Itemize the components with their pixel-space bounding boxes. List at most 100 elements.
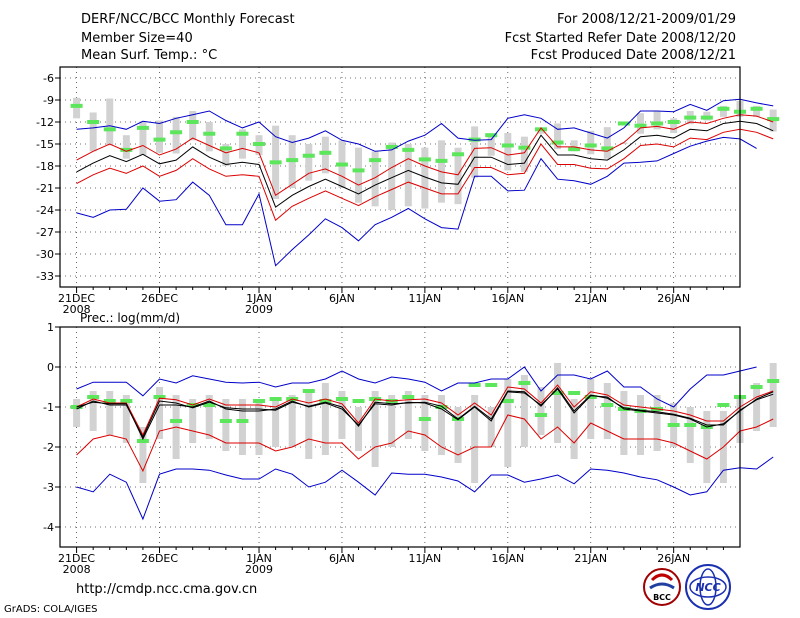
median-marker (170, 130, 183, 135)
ensemble-box (437, 395, 445, 455)
chart-title: DERF/NCC/BCC Monthly Forecast (81, 12, 295, 27)
median-marker (551, 391, 564, 395)
y-tick-label: -21 (36, 182, 54, 195)
median-marker (750, 106, 763, 111)
plot-frame (59, 66, 741, 288)
ensemble-box (520, 375, 528, 447)
median-marker (468, 137, 481, 142)
ensemble-box (89, 391, 97, 431)
ensemble-box (587, 130, 595, 155)
series-ensemble_max (76, 98, 774, 152)
bcc-logo: BCC (643, 568, 681, 606)
median-marker (717, 403, 730, 407)
ensemble-box (172, 116, 180, 154)
y-tick-label: -4 (43, 521, 54, 534)
median-marker (534, 413, 547, 417)
plot-frame (59, 326, 741, 548)
median-marker (617, 121, 630, 126)
y-tick-label: -24 (36, 204, 54, 217)
ensemble-box (222, 144, 230, 166)
variable-label: Mean Surf. Temp.: °C (81, 48, 218, 63)
grads-credit: GrADS: COLA/IGES (4, 604, 98, 615)
ensemble-box (189, 399, 197, 443)
ensemble-box (686, 407, 694, 463)
ensemble-box (255, 399, 263, 455)
median-marker (601, 146, 614, 151)
series-mean (76, 120, 774, 208)
median-marker (103, 399, 116, 403)
ensemble-box (703, 411, 711, 483)
median-marker (667, 423, 680, 427)
x-tick-label: 11JAN (408, 292, 441, 305)
ensemble-box (371, 391, 379, 467)
ensemble-box (189, 111, 197, 141)
y-tick-label: -9 (43, 94, 54, 107)
ensemble-box (554, 123, 562, 150)
median-marker (120, 147, 133, 152)
ncc-logo-text: NCC (695, 581, 720, 594)
ensemble-box (404, 144, 412, 207)
ensemble-box (487, 407, 495, 447)
x-tick-label: 21JAN (574, 292, 607, 305)
ensemble-box (753, 383, 761, 431)
ensemble-box (288, 395, 296, 447)
median-marker (684, 423, 697, 427)
y-tick-label: -33 (36, 270, 54, 283)
forecast-period: For 2008/12/21-2009/01/29 (557, 12, 736, 27)
median-marker (369, 158, 382, 163)
median-marker (452, 152, 465, 157)
ensemble-box (570, 399, 578, 459)
median-marker (269, 160, 282, 165)
median-marker (501, 143, 514, 148)
median-marker (203, 131, 216, 136)
ensemble-box (388, 395, 396, 447)
fcst-started-date: Fcst Started Refer Date 2008/12/20 (504, 31, 736, 46)
x-tick-label: 26DEC (141, 292, 178, 305)
ensemble-box (238, 399, 246, 455)
median-marker (136, 125, 149, 130)
ensemble-box (603, 383, 611, 439)
footer-url[interactable]: http://cmdp.ncc.cma.gov.cn (76, 582, 258, 597)
ensemble-box (454, 407, 462, 463)
x-tick-label: 21JAN (574, 552, 607, 565)
median-marker (170, 419, 183, 423)
median-marker (335, 397, 348, 401)
ensemble-box (122, 395, 130, 443)
x-tick-label: 26JAN (657, 292, 690, 305)
bcc-logo-text: BCC (653, 593, 671, 602)
ensemble-box (570, 140, 578, 152)
median-marker (584, 395, 597, 399)
x-tick-label: 16JAN (491, 292, 524, 305)
median-marker (253, 399, 266, 403)
ensemble-box (421, 147, 429, 209)
ensemble-box (471, 395, 479, 483)
median-marker (103, 127, 116, 132)
ensemble-box (106, 391, 114, 435)
precipitation-panel: -4 -3 -2 -1 0 1 21DEC 26DEC 1JAN 6JAN 11JAN 16JAN 21… (43, 321, 780, 576)
ensemble-box (238, 129, 246, 159)
series-mean (76, 387, 774, 439)
ensemble-box (670, 118, 678, 133)
ensemble-box (355, 147, 363, 203)
ensemble-box (73, 399, 81, 427)
median-marker (750, 385, 763, 389)
series-lower_spread (76, 414, 774, 473)
ensemble-box (106, 98, 114, 146)
precip-panel-title: Prec.: log(mm/d) (80, 311, 180, 325)
median-marker (203, 403, 216, 407)
median-marker (269, 397, 282, 401)
series-extra_mean (76, 388, 774, 441)
ensemble-box (404, 391, 412, 439)
median-marker (236, 131, 249, 136)
x-tick-label: 11JAN (408, 552, 441, 565)
median-marker (485, 383, 498, 387)
median-marker (319, 150, 332, 155)
median-marker (352, 168, 365, 173)
median-marker (634, 123, 647, 128)
ensemble-box (636, 395, 644, 455)
median-marker (551, 140, 564, 145)
ensemble-box (321, 383, 329, 455)
ncc-logo: NCC (685, 564, 731, 610)
median-marker (684, 115, 697, 120)
